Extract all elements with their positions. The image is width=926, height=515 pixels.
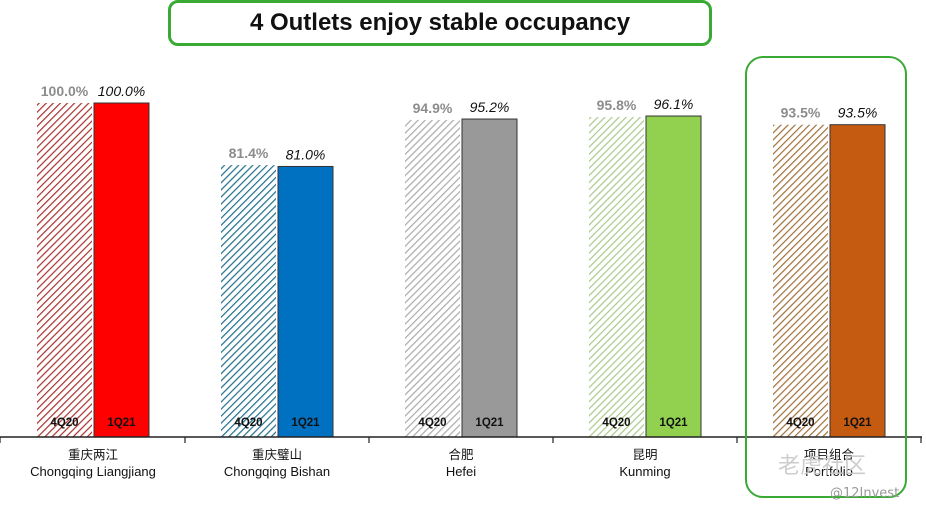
watermark-text: 老虎社区 bbox=[778, 454, 867, 479]
bar-value-label: 93.5% bbox=[781, 105, 821, 121]
bar-1q21-2 bbox=[277, 165, 334, 438]
category-label-zh: 昆明 bbox=[632, 447, 657, 462]
bar-period-label: 4Q20 bbox=[602, 417, 630, 429]
category-label-zh: 重庆璧山 bbox=[252, 447, 302, 462]
category-label-en: Chongqing Bishan bbox=[224, 464, 330, 479]
watermark-handle: @12Invest bbox=[830, 486, 900, 501]
bar-value-label: 100.0% bbox=[98, 83, 145, 99]
bar-value-label: 96.1% bbox=[654, 96, 694, 112]
bar-4q20-5 bbox=[773, 124, 828, 438]
bar-period-label: 4Q20 bbox=[418, 417, 446, 429]
bar-period-label: 4Q20 bbox=[234, 417, 262, 429]
category-label-en: Kunming bbox=[619, 464, 670, 479]
chart-title: 4 Outlets enjoy stable occupancy bbox=[249, 9, 631, 36]
bar-4q20-4 bbox=[589, 117, 644, 437]
bar-period-label: 1Q21 bbox=[107, 417, 136, 429]
bar-value-label: 81.0% bbox=[286, 146, 326, 162]
bar-4q20-2 bbox=[221, 165, 276, 437]
bar-period-label: 4Q20 bbox=[50, 417, 78, 429]
bar-period-label: 1Q21 bbox=[291, 417, 320, 429]
bar-4q20-1 bbox=[37, 103, 92, 437]
bar-period-label: 1Q21 bbox=[475, 417, 504, 429]
bar-period-label: 4Q20 bbox=[786, 417, 814, 429]
bar-value-label: 81.4% bbox=[229, 145, 269, 161]
bar-period-label: 1Q21 bbox=[843, 417, 872, 429]
category-label-zh: 合肥 bbox=[448, 447, 474, 462]
bar-value-label: 93.5% bbox=[838, 105, 878, 121]
bar-value-label: 95.2% bbox=[470, 99, 510, 115]
bar-period-label: 1Q21 bbox=[659, 417, 688, 429]
bar-1q21-3 bbox=[461, 118, 518, 438]
category-label-zh: 重庆两江 bbox=[68, 447, 118, 462]
category-label-zh: 项目组合 bbox=[804, 447, 855, 462]
portfolio-highlight-frame bbox=[745, 56, 907, 498]
category-label-en: Chongqing Liangjiang bbox=[30, 464, 156, 479]
category-label-en: Hefei bbox=[446, 464, 476, 479]
bar-value-label: 94.9% bbox=[413, 100, 453, 116]
bar-value-label: 100.0% bbox=[41, 83, 89, 99]
bar-value-label: 95.8% bbox=[597, 97, 637, 113]
bar-1q21-4 bbox=[645, 115, 702, 438]
bar-1q21-1 bbox=[93, 102, 150, 438]
bar-4q20-3 bbox=[405, 120, 460, 437]
bar-1q21-5 bbox=[829, 124, 886, 438]
category-label-en: Portfolio bbox=[805, 464, 853, 479]
chart-title-box: 4 Outlets enjoy stable occupancy bbox=[168, 0, 712, 46]
